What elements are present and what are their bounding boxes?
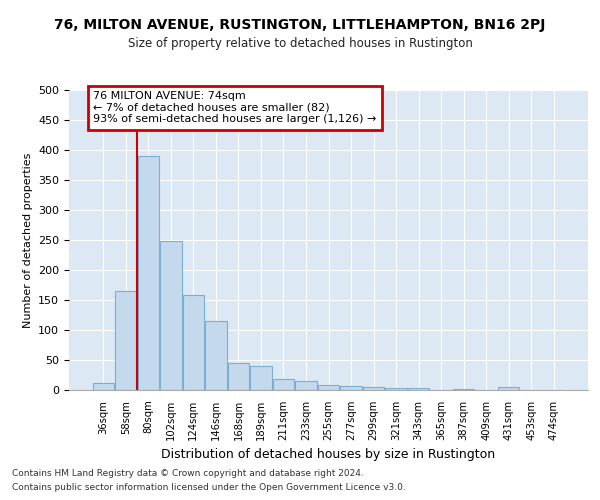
Y-axis label: Number of detached properties: Number of detached properties bbox=[23, 152, 32, 328]
Bar bbox=[273, 378, 294, 390]
Bar bbox=[160, 241, 182, 390]
Text: Size of property relative to detached houses in Rustington: Size of property relative to detached ho… bbox=[128, 38, 472, 51]
Bar bbox=[385, 388, 407, 390]
Bar bbox=[250, 366, 272, 390]
Bar bbox=[408, 388, 429, 390]
Bar bbox=[453, 389, 475, 390]
Bar bbox=[498, 387, 520, 390]
Text: Contains public sector information licensed under the Open Government Licence v3: Contains public sector information licen… bbox=[12, 484, 406, 492]
Bar bbox=[205, 321, 227, 390]
Bar bbox=[318, 384, 339, 390]
Bar bbox=[363, 387, 384, 390]
Bar bbox=[340, 386, 362, 390]
Bar bbox=[92, 383, 114, 390]
Bar bbox=[115, 291, 137, 390]
Bar bbox=[228, 363, 249, 390]
Text: Contains HM Land Registry data © Crown copyright and database right 2024.: Contains HM Land Registry data © Crown c… bbox=[12, 468, 364, 477]
Text: 76, MILTON AVENUE, RUSTINGTON, LITTLEHAMPTON, BN16 2PJ: 76, MILTON AVENUE, RUSTINGTON, LITTLEHAM… bbox=[55, 18, 545, 32]
Bar bbox=[182, 295, 204, 390]
Text: 76 MILTON AVENUE: 74sqm
← 7% of detached houses are smaller (82)
93% of semi-det: 76 MILTON AVENUE: 74sqm ← 7% of detached… bbox=[93, 91, 377, 124]
Bar bbox=[295, 381, 317, 390]
Bar bbox=[137, 156, 159, 390]
X-axis label: Distribution of detached houses by size in Rustington: Distribution of detached houses by size … bbox=[161, 448, 496, 462]
